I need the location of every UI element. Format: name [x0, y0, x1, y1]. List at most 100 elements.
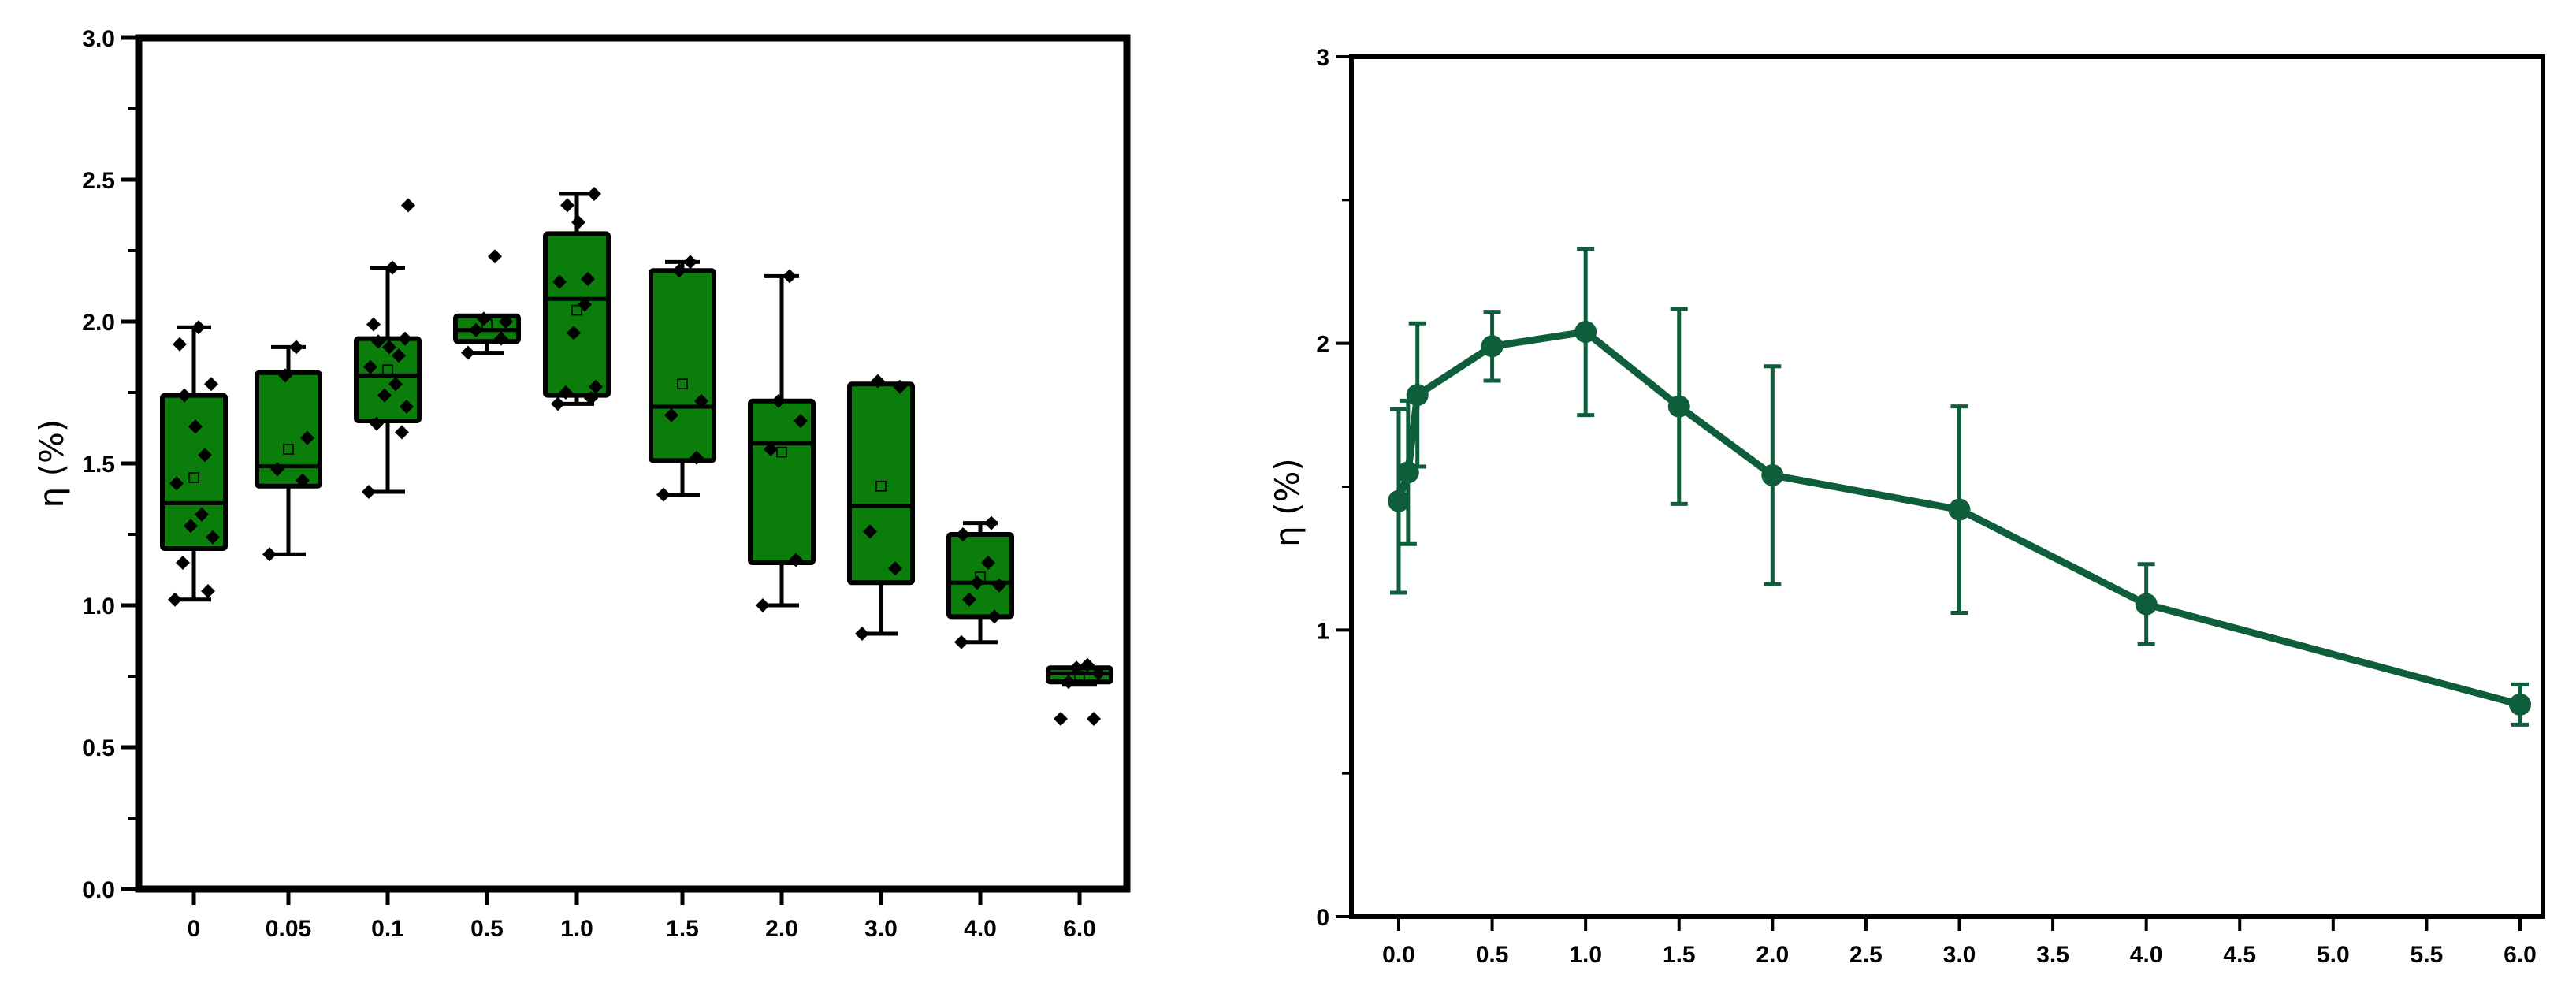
line-chart-panel: 0 1 2 3 0.0 0.5 1.0 1.5 2.0 2.5 3.0 3.5 4.0 4.5 5.0 5.5…	[1268, 45, 2545, 968]
data-point-4-10	[587, 187, 601, 201]
y-tick-label-0: 0.0	[82, 877, 115, 903]
y-tick-label-1: 0.5	[82, 735, 115, 761]
data-point-0-9	[177, 388, 191, 403]
data-point-4-3	[589, 379, 603, 394]
r-x-tick-label-7: 3.5	[2036, 942, 2069, 968]
data-point-5-0	[656, 487, 671, 502]
box-6	[748, 398, 816, 565]
box-group-8	[946, 515, 1014, 649]
y-tick-label-6: 3.0	[82, 26, 115, 52]
line-chart-y-axis-title: η (%)	[1268, 458, 1307, 547]
mean-marker-2	[382, 364, 393, 376]
box-group-2	[354, 198, 422, 499]
data-point-6-0	[756, 598, 770, 612]
x-tick-label-7: 3.0	[864, 916, 898, 942]
data-point-2-12	[385, 260, 400, 275]
data-point-0-11	[173, 337, 187, 352]
data-point-8-5	[981, 556, 995, 570]
data-point-2-6	[363, 359, 377, 374]
r-y-tick-label-2: 2	[1316, 332, 1329, 358]
data-point-8-1	[987, 609, 1002, 624]
box-1	[255, 370, 322, 489]
box-plot-y-axis-title: η (%)	[32, 419, 71, 508]
data-point-5-4	[672, 263, 686, 278]
y-tick-label-2: 1.0	[82, 593, 115, 620]
r-x-tick-label-11: 5.5	[2411, 942, 2444, 968]
r-x-tick-label-3: 1.5	[1663, 942, 1696, 968]
box-group-3	[453, 249, 521, 360]
box-group-0	[160, 320, 228, 607]
data-point-6-2	[764, 442, 778, 456]
box-8	[946, 532, 1014, 620]
data-point-1-2	[270, 462, 284, 477]
box-group-7	[847, 374, 915, 641]
data-point-9	[2509, 693, 2531, 716]
data-point-9-3	[1091, 666, 1106, 681]
data-point-7-1	[888, 561, 902, 576]
series-line-0	[1395, 328, 2522, 709]
data-point-9-1	[1087, 712, 1101, 726]
box-7	[847, 381, 915, 586]
data-point-0-12	[191, 320, 206, 335]
box-group-1	[255, 340, 322, 562]
box-plot-frame	[135, 34, 1131, 893]
data-point-8-7	[984, 515, 998, 530]
data-point-3-5	[488, 249, 502, 264]
data-point-2-11	[366, 317, 381, 332]
data-point-2-9	[371, 334, 385, 349]
data-point-3-1	[494, 331, 508, 346]
data-point-4-9	[560, 198, 574, 213]
data-point-3	[1481, 335, 1504, 358]
y-tick-label-5: 2.5	[82, 168, 115, 194]
data-point-5-5	[683, 255, 697, 270]
data-point-7-4	[871, 374, 885, 389]
box-2	[354, 336, 422, 424]
data-point-5	[1667, 395, 1690, 418]
x-tick-label-5: 1.5	[666, 916, 699, 942]
box-0	[160, 393, 228, 551]
data-point-9-0	[1054, 712, 1068, 726]
y-tick-label-3: 1.5	[82, 452, 115, 478]
data-point-2-1	[395, 425, 409, 440]
data-point-7-3	[893, 379, 907, 394]
data-point-6-5	[782, 269, 797, 284]
mean-marker-4	[571, 304, 582, 316]
data-point-3-0	[461, 345, 475, 360]
x-tick-label-4: 1.0	[560, 916, 593, 942]
r-x-tick-label-9: 4.5	[2223, 942, 2256, 968]
data-point-4-6	[552, 274, 567, 289]
r-y-tick-label-3: 3	[1316, 45, 1329, 71]
data-point-7-2	[863, 524, 877, 539]
data-point-4-7	[581, 272, 595, 286]
r-x-tick-label-12: 6.0	[2504, 942, 2537, 968]
data-point-1	[1396, 461, 1419, 484]
data-point-3-4	[477, 311, 491, 326]
box-plot-panel: 0.0 0.5 1.0 1.5 2.0 2.5 3.0 0 0.05 0.1 0.5 1.0 1.5 2.…	[32, 26, 1131, 942]
data-point-6	[1761, 463, 1784, 486]
data-point-8	[2135, 593, 2158, 616]
data-point-0-5	[195, 507, 209, 522]
mean-marker-0	[188, 472, 199, 483]
data-point-2-8	[382, 340, 396, 355]
data-point-0-2	[176, 556, 190, 570]
line-chart-marks	[1388, 247, 2531, 727]
mean-marker-5	[677, 378, 688, 390]
data-point-6-3	[794, 414, 808, 428]
data-point-8-0	[954, 634, 968, 649]
data-point-0-8	[188, 419, 203, 434]
data-point-4-0	[551, 396, 565, 411]
data-point-5-1	[690, 450, 704, 465]
r-x-tick-label-6: 3.0	[1943, 942, 1976, 968]
data-point-3-2	[469, 322, 483, 337]
x-tick-label-1: 0.05	[266, 916, 311, 942]
data-point-1-3	[300, 430, 314, 445]
box-plot-axes: 0.0 0.5 1.0 1.5 2.0 2.5 3.0 0 0.05 0.1 0.5 1.0 1.5 2.…	[82, 26, 1096, 942]
data-point-4	[1574, 321, 1597, 344]
x-tick-label-9: 6.0	[1063, 916, 1096, 942]
data-point-4-1	[584, 391, 598, 406]
data-point-0	[1388, 489, 1410, 512]
data-point-4-4	[567, 326, 581, 340]
data-point-1-4	[278, 368, 292, 383]
mean-marker-1	[283, 444, 294, 455]
